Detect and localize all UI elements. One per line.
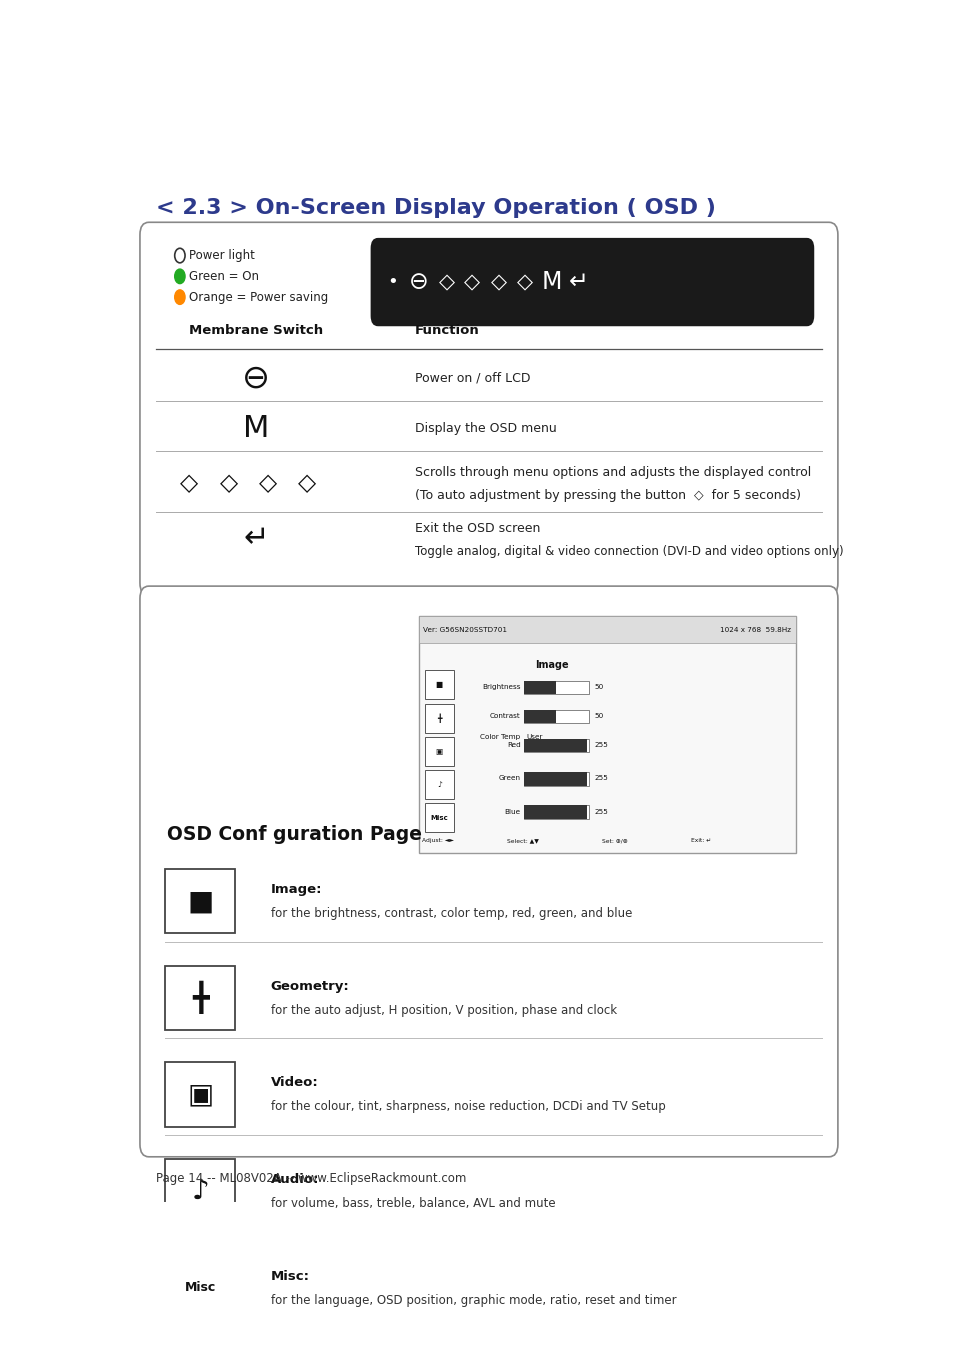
Text: Video:: Video:: [271, 1076, 318, 1089]
Text: ↵: ↵: [243, 524, 269, 552]
Text: ↵: ↵: [569, 270, 588, 294]
Text: ◇: ◇: [258, 471, 276, 495]
Text: Contrast: Contrast: [490, 713, 520, 720]
Text: Exit the OSD screen: Exit the OSD screen: [415, 522, 539, 536]
Text: Toggle analog, digital & video connection (DVI-D and video options only): Toggle analog, digital & video connectio…: [415, 545, 842, 559]
Text: ♪: ♪: [192, 1177, 210, 1206]
Text: 1024 x 768  59.8Hz: 1024 x 768 59.8Hz: [720, 626, 790, 633]
Bar: [523, 738, 588, 752]
Text: Function: Function: [415, 324, 479, 336]
Bar: [424, 769, 454, 799]
Text: Red: Red: [506, 743, 520, 748]
Text: ■: ■: [436, 680, 442, 690]
Text: 255: 255: [594, 743, 608, 748]
Text: 50: 50: [594, 713, 603, 720]
Bar: [523, 680, 556, 694]
Bar: [424, 671, 454, 699]
Text: User: User: [526, 734, 542, 740]
Text: Power light: Power light: [190, 248, 255, 262]
Text: Adjust: ◄►: Adjust: ◄►: [421, 838, 454, 844]
Bar: [523, 738, 587, 752]
Bar: [418, 616, 795, 644]
Text: ◇: ◇: [438, 273, 455, 292]
Text: < 2.3 > On-Screen Display Operation ( OSD ): < 2.3 > On-Screen Display Operation ( OS…: [156, 198, 716, 219]
Text: •: •: [387, 273, 397, 292]
FancyBboxPatch shape: [370, 238, 813, 327]
Text: OSD Conf guration Page: OSD Conf guration Page: [167, 825, 422, 844]
Text: ▣: ▣: [187, 1080, 213, 1108]
Text: ◇: ◇: [490, 273, 506, 292]
Bar: [165, 1158, 235, 1223]
Text: ■: ■: [187, 887, 213, 915]
Text: for volume, bass, treble, balance, AVL and mute: for volume, bass, treble, balance, AVL a…: [271, 1197, 555, 1210]
Text: ♪: ♪: [436, 780, 441, 790]
Bar: [523, 710, 556, 724]
Text: ⊖: ⊖: [409, 270, 428, 294]
Text: Image: Image: [535, 660, 568, 670]
Bar: [165, 1062, 235, 1127]
Text: 255: 255: [594, 809, 608, 814]
Bar: [523, 710, 588, 724]
Bar: [523, 806, 587, 819]
Text: Scrolls through menu options and adjusts the displayed control: Scrolls through menu options and adjusts…: [415, 466, 810, 479]
Bar: [165, 869, 235, 933]
Circle shape: [174, 269, 185, 284]
Text: Blue: Blue: [504, 809, 520, 814]
Bar: [523, 806, 588, 819]
Text: 50: 50: [594, 684, 603, 690]
Text: Display the OSD menu: Display the OSD menu: [415, 421, 557, 435]
Text: Set: ⊕/⊗: Set: ⊕/⊗: [601, 838, 627, 844]
Bar: [418, 616, 795, 853]
Text: Power on / off LCD: Power on / off LCD: [415, 371, 530, 385]
Bar: [424, 803, 454, 833]
Text: Misc: Misc: [185, 1281, 216, 1295]
Text: Page 14 -- ML08V02A -- www.EclipseRackmount.com: Page 14 -- ML08V02A -- www.EclipseRackmo…: [156, 1172, 466, 1185]
Text: Ver: G56SN20SSTD701: Ver: G56SN20SSTD701: [423, 626, 507, 633]
Text: for the colour, tint, sharpness, noise reduction, DCDi and TV Setup: for the colour, tint, sharpness, noise r…: [271, 1100, 665, 1114]
Circle shape: [174, 290, 185, 304]
Bar: [424, 703, 454, 733]
FancyBboxPatch shape: [140, 586, 837, 1157]
Text: ◇: ◇: [517, 273, 533, 292]
Bar: [523, 772, 588, 786]
Bar: [165, 965, 235, 1030]
Text: Membrane Switch: Membrane Switch: [189, 324, 323, 336]
Text: Image:: Image:: [271, 883, 322, 896]
Bar: [523, 772, 587, 786]
Text: ╋: ╋: [192, 981, 209, 1014]
Text: ◇: ◇: [219, 471, 237, 495]
Text: ◇: ◇: [463, 273, 479, 292]
Bar: [523, 680, 588, 694]
Bar: [424, 737, 454, 765]
Text: ◇: ◇: [297, 471, 315, 495]
FancyBboxPatch shape: [140, 223, 837, 595]
Text: for the auto adjust, H position, V position, phase and clock: for the auto adjust, H position, V posit…: [271, 1004, 617, 1017]
Text: M: M: [243, 413, 269, 443]
Text: ╋: ╋: [436, 713, 441, 722]
Text: ▣: ▣: [436, 747, 442, 756]
Text: ◇: ◇: [180, 471, 198, 495]
Text: Green = On: Green = On: [190, 270, 259, 284]
Text: Geometry:: Geometry:: [271, 980, 349, 992]
Text: 255: 255: [594, 775, 608, 782]
Text: Misc:: Misc:: [271, 1270, 310, 1282]
Text: Audio:: Audio:: [271, 1173, 319, 1187]
Bar: [165, 1256, 235, 1320]
Text: Orange = Power saving: Orange = Power saving: [190, 290, 329, 304]
Text: Select: ▲▼: Select: ▲▼: [507, 838, 538, 844]
Text: Exit: ↵: Exit: ↵: [690, 838, 710, 844]
Text: for the brightness, contrast, color temp, red, green, and blue: for the brightness, contrast, color temp…: [271, 907, 632, 921]
Text: ⊖: ⊖: [242, 362, 270, 394]
Text: Misc: Misc: [430, 815, 448, 821]
Text: M: M: [541, 270, 561, 294]
Text: Brightness: Brightness: [481, 684, 520, 690]
Text: Color Temp: Color Temp: [480, 734, 520, 740]
Text: for the language, OSD position, graphic mode, ratio, reset and timer: for the language, OSD position, graphic …: [271, 1293, 676, 1307]
Text: (To auto adjustment by pressing the button  ◇  for 5 seconds): (To auto adjustment by pressing the butt…: [415, 489, 801, 502]
Text: Green: Green: [498, 775, 520, 782]
